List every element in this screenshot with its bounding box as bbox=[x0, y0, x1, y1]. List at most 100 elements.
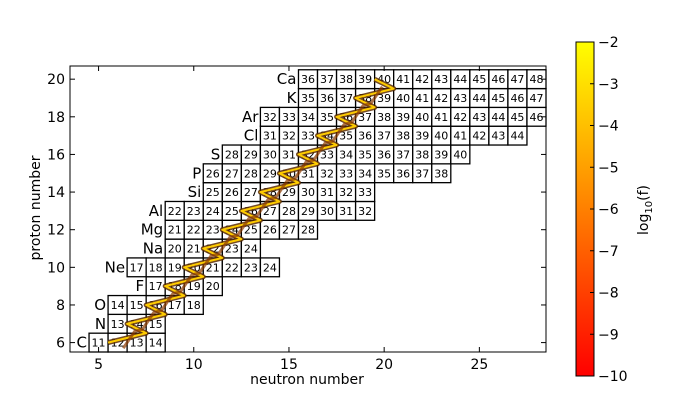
mass-number-label: 32 bbox=[358, 205, 372, 218]
mass-number-label: 23 bbox=[244, 261, 258, 274]
mass-number-label: 43 bbox=[491, 130, 505, 143]
mass-number-label: 17 bbox=[130, 261, 144, 274]
element-symbol-label: Na bbox=[143, 240, 163, 258]
mass-number-label: 22 bbox=[168, 205, 182, 218]
mass-number-label: 40 bbox=[434, 130, 448, 143]
mass-number-label: 38 bbox=[396, 130, 410, 143]
element-symbol-label: Ne bbox=[105, 258, 125, 276]
mass-number-label: 31 bbox=[263, 130, 277, 143]
nuclide-cell bbox=[259, 257, 281, 278]
colorbar-tick-label: −2 bbox=[598, 35, 619, 51]
mass-number-label: 46 bbox=[510, 92, 524, 105]
x-axis-label: neutron number bbox=[250, 372, 364, 388]
mass-number-label: 28 bbox=[244, 167, 258, 180]
axes: 5 10 15 20 25 6 8 10 12 14 16 18 20 bbox=[47, 65, 547, 373]
mass-number-label: 34 bbox=[339, 148, 353, 161]
mass-number-label: 27 bbox=[282, 224, 296, 237]
y-tick-label: 12 bbox=[47, 223, 65, 239]
colorbar-tick-label: −9 bbox=[598, 327, 619, 343]
mass-number-label: 37 bbox=[358, 111, 372, 124]
y-tick-label: 20 bbox=[47, 72, 65, 88]
element-symbol-label: Al bbox=[149, 202, 163, 220]
colorbar: −2 −3 −4 −5 −6 −7 −8 −9 −10 bbox=[575, 35, 628, 385]
mass-number-label: 39 bbox=[415, 130, 429, 143]
element-symbol-label: K bbox=[287, 89, 298, 107]
mass-number-label: 35 bbox=[358, 148, 372, 161]
mass-number-label: 29 bbox=[282, 186, 296, 199]
element-symbol-label: P bbox=[192, 164, 201, 182]
x-tick-label: 15 bbox=[280, 357, 298, 373]
mass-number-label: 40 bbox=[453, 148, 467, 161]
mass-number-label: 36 bbox=[358, 130, 372, 143]
mass-number-label: 18 bbox=[187, 299, 201, 312]
mass-number-label: 33 bbox=[320, 148, 334, 161]
element-symbol-label: S bbox=[211, 145, 221, 163]
mass-number-label: 31 bbox=[282, 148, 296, 161]
mass-number-label: 41 bbox=[434, 111, 448, 124]
mass-number-label: 24 bbox=[263, 261, 277, 274]
mass-number-label: 36 bbox=[396, 167, 410, 180]
mass-number-label: 46 bbox=[491, 73, 505, 86]
y-tick-label: 10 bbox=[47, 260, 65, 276]
mass-number-label: 37 bbox=[377, 130, 391, 143]
element-symbol-label: O bbox=[94, 296, 106, 314]
mass-number-label: 35 bbox=[320, 111, 334, 124]
y-tick-label: 16 bbox=[47, 147, 65, 163]
mass-number-label: 23 bbox=[187, 205, 201, 218]
mass-number-label: 44 bbox=[472, 92, 486, 105]
x-tick-label: 5 bbox=[94, 357, 103, 373]
mass-number-label: 29 bbox=[263, 167, 277, 180]
mass-number-label: 42 bbox=[434, 92, 448, 105]
mass-number-label: 41 bbox=[415, 92, 429, 105]
mass-number-label: 11 bbox=[92, 337, 106, 350]
mass-number-label: 32 bbox=[282, 130, 296, 143]
mass-number-label: 18 bbox=[149, 261, 163, 274]
mass-number-label: 42 bbox=[472, 130, 486, 143]
mass-number-label: 22 bbox=[187, 224, 201, 237]
mass-number-label: 27 bbox=[244, 186, 258, 199]
mass-number-label: 28 bbox=[282, 205, 296, 218]
mass-number-label: 39 bbox=[396, 111, 410, 124]
colorbar-tick-label: −7 bbox=[598, 244, 619, 260]
mass-number-label: 21 bbox=[206, 261, 220, 274]
mass-number-label: 37 bbox=[396, 148, 410, 161]
colorbar-label: log10(f) bbox=[636, 185, 655, 235]
colorbar-tick-label: −6 bbox=[598, 202, 619, 218]
mass-number-label: 39 bbox=[358, 73, 372, 86]
mass-number-label: 37 bbox=[415, 167, 429, 180]
mass-number-label: 17 bbox=[149, 280, 163, 293]
mass-number-label: 31 bbox=[320, 186, 334, 199]
mass-number-label: 19 bbox=[187, 280, 201, 293]
colorbar-tick-label: −3 bbox=[598, 77, 619, 93]
mass-number-label: 19 bbox=[168, 261, 182, 274]
mass-number-label: 47 bbox=[529, 92, 543, 105]
mass-number-label: 32 bbox=[320, 167, 334, 180]
mass-number-label: 27 bbox=[225, 167, 239, 180]
mass-number-label: 43 bbox=[453, 92, 467, 105]
mass-number-label: 36 bbox=[301, 73, 315, 86]
x-tick-label: 20 bbox=[375, 357, 393, 373]
mass-number-label: 34 bbox=[301, 111, 315, 124]
mass-number-label: 20 bbox=[206, 280, 220, 293]
element-symbol-label: Mg bbox=[141, 221, 163, 239]
mass-number-label: 33 bbox=[301, 130, 315, 143]
mass-number-label: 31 bbox=[301, 167, 315, 180]
mass-number-label: 47 bbox=[510, 73, 524, 86]
mass-number-label: 14 bbox=[149, 337, 163, 350]
mass-number-label: 31 bbox=[339, 205, 353, 218]
mass-number-label: 38 bbox=[339, 73, 353, 86]
mass-number-label: 35 bbox=[377, 167, 391, 180]
mass-number-label: 43 bbox=[472, 111, 486, 124]
mass-number-label: 30 bbox=[301, 186, 315, 199]
mass-number-label: 23 bbox=[225, 243, 239, 256]
mass-number-label: 38 bbox=[415, 148, 429, 161]
mass-number-label: 25 bbox=[206, 186, 220, 199]
mass-number-label: 41 bbox=[396, 73, 410, 86]
mass-number-label: 17 bbox=[168, 299, 182, 312]
mass-number-label: 21 bbox=[187, 243, 201, 256]
mass-number-label: 15 bbox=[149, 318, 163, 331]
mass-number-label: 40 bbox=[415, 111, 429, 124]
mass-number-label: 27 bbox=[263, 205, 277, 218]
mass-number-label: 37 bbox=[339, 92, 353, 105]
